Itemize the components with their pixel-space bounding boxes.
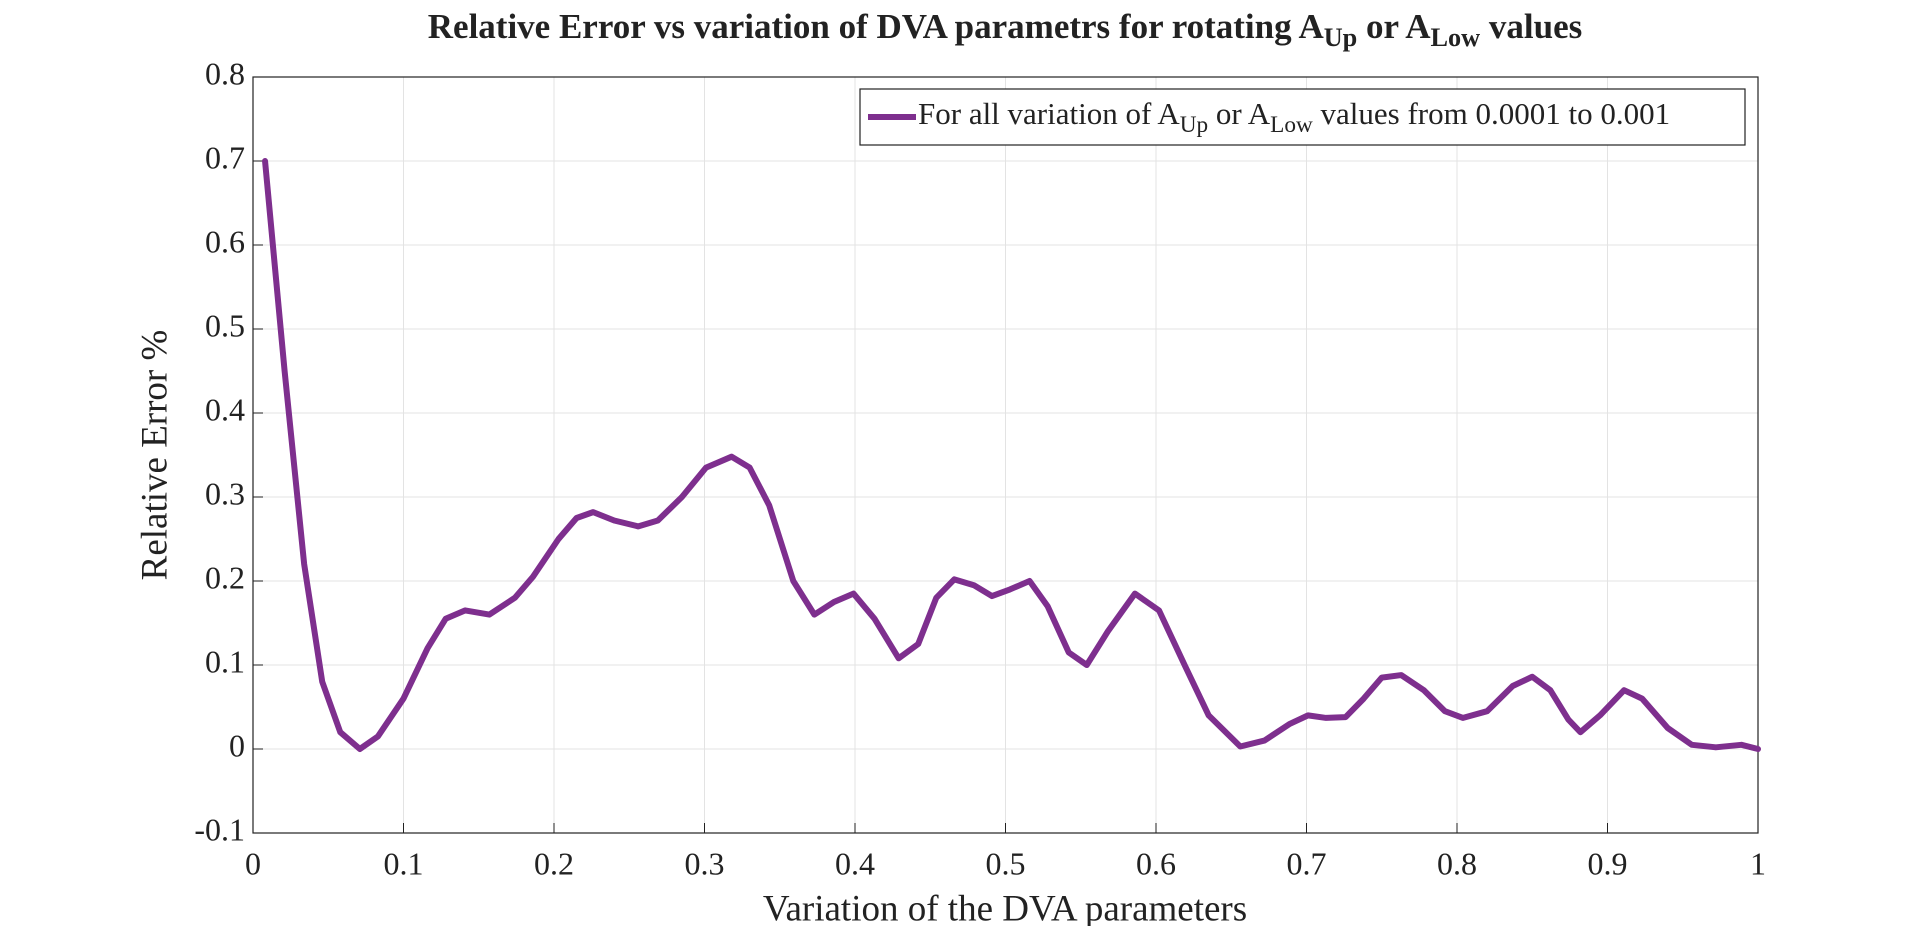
subscript: Up <box>1324 23 1358 52</box>
y-tick-label: 0.7 <box>205 139 245 175</box>
subscript: Low <box>1270 112 1313 138</box>
text-part: or A <box>1208 96 1271 131</box>
x-tick-label: 0 <box>245 845 261 881</box>
x-tick-label: 0.6 <box>1136 845 1176 881</box>
x-axis-label: Variation of the DVA parameters <box>763 888 1247 926</box>
text-part: values <box>1480 7 1582 46</box>
text-part: or A <box>1357 7 1431 46</box>
y-tick-label: 0.5 <box>205 307 245 343</box>
subscript: Low <box>1431 23 1481 52</box>
chart-title: Relative Error vs variation of DVA param… <box>428 7 1582 52</box>
legend-box <box>859 88 1746 146</box>
text-part: Relative Error vs variation of DVA param… <box>428 7 1325 46</box>
x-tick-label: 0.8 <box>1437 845 1477 881</box>
y-tick-label: 0 <box>229 727 245 763</box>
y-tick-label: 0.8 <box>205 55 245 91</box>
x-tick-label: 1 <box>1750 845 1766 881</box>
y-tick-label: 0.4 <box>205 391 245 427</box>
y-tick-label: 0.1 <box>205 643 245 679</box>
y-tick-label: 0.3 <box>205 475 245 511</box>
y-tick-label: -0.1 <box>194 811 245 847</box>
x-tick-label: 0.5 <box>986 845 1026 881</box>
x-tick-label: 0.7 <box>1287 845 1327 881</box>
x-tick-label: 0.1 <box>384 845 424 881</box>
x-tick-label: 0.3 <box>685 845 725 881</box>
y-tick-label: 0.6 <box>205 223 245 259</box>
y-axis-label: Relative Error % <box>134 330 175 581</box>
legend-label: For all variation of AUp or ALow values … <box>918 96 1670 138</box>
x-tick-label: 0.4 <box>835 845 875 881</box>
text-part: For all variation of A <box>918 96 1180 131</box>
data-line <box>262 158 1761 752</box>
y-tick-label: 0.2 <box>205 559 245 595</box>
x-tick-label: 0.2 <box>534 845 574 881</box>
plot-frame <box>252 76 1759 834</box>
x-tick-label: 0.9 <box>1588 845 1628 881</box>
subscript: Up <box>1180 112 1208 138</box>
text-part: values from 0.0001 to 0.001 <box>1313 96 1670 131</box>
